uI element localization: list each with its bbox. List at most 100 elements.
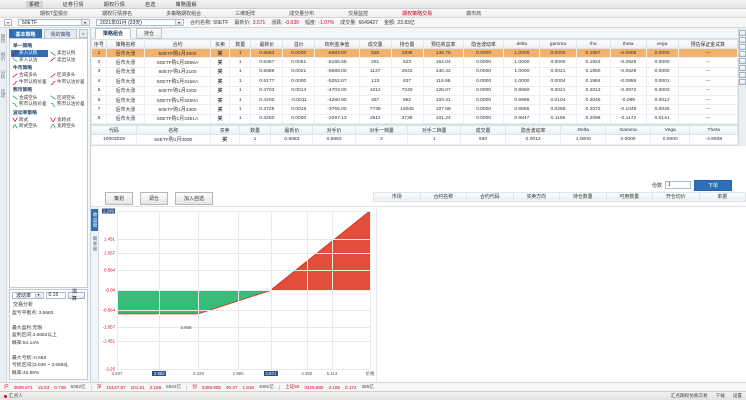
subnav-item-multi-combo[interactable]: 多策略期权组合 [166,10,202,17]
table-row[interactable]: 7 后市大涨 50ETF购1月3300 买 1 0.3725 0.0018 -3755.00 7… [91,104,739,115]
collapse-icon[interactable]: ▾ [4,19,12,26]
tool-icon-7[interactable] [739,72,746,78]
menu-item-option-quote[interactable]: 期权行情 [103,1,126,8]
chart-ytick: -1.057 [102,324,116,330]
td-vega: 0.0045 [645,104,679,115]
tool-icon-2[interactable] [739,37,746,43]
chart-ytick: -2.25 [105,366,116,372]
menu-item-strategy-chart[interactable]: 策略图解 [175,1,197,8]
underlying-select[interactable]: 50ETF ▼ [18,18,90,27]
plan-button[interactable]: 策划 [105,192,134,206]
strategy-item-short-strangle[interactable]: 宽跨空头 [49,123,86,130]
tool-icon-4[interactable] [739,51,746,57]
menu-item-watchlist[interactable]: 自选 [145,1,156,8]
strategy-item-straddle[interactable]: 跨式 [11,117,48,124]
chart-ytick: 0.564 [104,267,116,273]
subnav-item-trade-monitor[interactable]: 交易监控 [348,10,369,17]
th-netvalue: 权利金净值 [314,39,360,49]
menu-item-stock-quote[interactable]: 证券行情 [62,1,84,8]
strategy-item-bull-call-spread[interactable]: 牛市认购价差 [11,79,48,86]
subnav-item-rank[interactable]: 期权行情排名 [102,10,133,17]
strategy-item-buy-call[interactable]: 买入认购 [11,50,48,57]
table-row[interactable]: 8 后市大涨 50ETF购1月3351A 买 1 0.3250 0.0000 -3297.13… [91,113,739,125]
rail-label-2[interactable]: 分析 [1,70,6,80]
table-row[interactable]: 1 后市大涨 50ETF购1月3000 买 1 0.6683 0.0000 -6683.00 5… [91,47,739,59]
tab-positions[interactable]: 持仓 [136,27,163,39]
add-watchlist-button[interactable]: 加入自选 [175,192,214,206]
chevron-down-icon: ▼ [81,19,88,26]
expiry-month-select[interactable]: 2021年01月 (23天) ▼ [96,18,184,27]
menu-item-system[interactable]: 系统 [26,0,43,8]
summary-table-header: 代码 名称 买卖 数量 最新价 对手价 对手一档量 对手二档量 成交量 隐含波动… [91,125,739,136]
strategy-item-bull-put-spread[interactable]: 牛市认沽价差 [49,79,86,86]
tab-strategy-combo[interactable]: 策略组合 [95,27,132,39]
rail-label-1[interactable]: 报价 [1,52,6,62]
td-premium: -0.0011 [282,94,316,106]
analysis-calc-button[interactable]: 测算 [67,289,86,302]
adjust-button[interactable]: 调仓 [140,192,169,206]
td-iv: 0.0000 [462,76,505,87]
strategy-item-buy-put[interactable]: 买入认沽 [11,57,48,64]
td-contract: 50ETF购1月3000 [144,47,212,59]
td-vega: 0.0000 [645,66,679,78]
th-contract: 合约 [144,39,212,49]
strategy-item-range-short[interactable]: 区间空头 [49,94,86,101]
table-row[interactable]: 5 后市大涨 50ETF购1月3200 买 1 0.4703 0.0014 -4703.00 4… [91,85,739,96]
strategy-item-bear-put-spread[interactable]: 熊市认沽价差 [49,101,86,108]
tool-icon-6[interactable] [739,65,746,71]
td-yield: 140.42 [422,66,464,78]
tab-my-strategy[interactable]: 我的策略 [44,29,78,38]
table-row[interactable]: 3 后市大涨 50ETF购1月3100 买 1 0.5689 0.0021 -5689.00 1… [91,66,739,78]
table-row[interactable]: 4 后市大涨 50ETF购1月3156A 买 1 0.5177 0.0000 -5252.67… [91,76,739,87]
th-yield[interactable]: 预估收益率 [422,39,464,49]
tool-icon-3[interactable] [739,44,746,50]
strategy-item-strangle[interactable]: 宽跨式 [49,117,86,124]
tool-icon-5[interactable] [739,58,746,64]
rail-label-0[interactable]: 期权 [1,34,6,44]
analysis-title: 交易分析 [13,302,34,309]
summary-table-row[interactable]: 10003029 50ETF购1月3000 买 1 0.6683 0.6683 … [91,134,739,145]
th-openinterest[interactable]: 持仓量 [390,39,424,49]
chart-xtick[interactable]: 3.671 [263,370,278,376]
td-yield: 101.24 [422,113,464,125]
table-row[interactable]: 6 后市大涨 50ETF购1月3250A 买 1 0.4200 -0.0011 -4260.9… [91,94,739,106]
td-side: 买 [210,57,231,68]
subnav-item-volume-dist[interactable]: 成交量分布 [289,10,315,17]
td-delta: 0.9996 [503,94,541,106]
analysis-mode-select[interactable]: 波动率 ▼ [12,291,44,300]
rail-label-3[interactable]: 选项 [1,88,6,98]
strategy-item-synthetic-long[interactable]: 合成多头 [11,72,48,79]
td-name: 后市大涨 [105,57,146,68]
subnav-item-t-quote[interactable]: 期权T型报价 [40,10,69,17]
td-premium: 0.0000 [282,76,316,87]
subnav-item-market-maker[interactable]: 做市商 [466,10,482,17]
table-row[interactable]: 2 后市大涨 50ETF购1月3056A 买 1 0.6367 0.0051 -6195.55… [91,57,739,68]
tool-icon-1[interactable] [739,30,746,36]
trade-analysis-panel: 波动率 ▼ 0.15 测算 交易分析 盈亏平衡点: 3.6683, 最大盈利:无… [9,288,89,380]
strategy-item-sell-call[interactable]: 卖出认购 [49,50,86,57]
strategy-item-synthetic-short[interactable]: 合成空头 [11,94,48,101]
th-volume[interactable]: 成交量 [358,39,392,49]
analysis-value-input[interactable]: 0.15 [45,291,66,300]
sth-volume: 成交量 [460,125,506,136]
tab-basic-strategy[interactable]: 基本策略 [9,29,43,38]
chart-plot[interactable]: 2.249 1.451 1.057 0.564 -0.00 -0.564 -1.057 -1.… [102,208,374,376]
submit-order-button[interactable]: 下单 [694,179,733,191]
chart-xtick[interactable]: 3.882 [152,370,167,376]
strategy-item-bear-call-spread[interactable]: 熊市认购价差 [11,101,48,108]
strategy-item-short-straddle[interactable]: 跨式空头 [11,123,48,130]
status-download-label[interactable]: 下载 [715,393,725,398]
strategy-item-range-long[interactable]: 区间多头 [49,72,86,79]
subnav-item-strategy-trade[interactable]: 期权策略交易 [402,10,433,17]
td-volume: 261 [358,57,392,68]
qty-input[interactable]: 1 [665,181,691,190]
subnav-item-3d-matrix[interactable]: 三维矩阵 [235,10,256,17]
status-settings-label[interactable]: 设置 [732,393,742,398]
tab-payoff-chart[interactable]: 收益图 [91,208,99,231]
tab-overflow-icon[interactable]: ▸ [79,29,89,38]
tool-icon-8[interactable] [739,79,746,85]
tab-probability-chart[interactable]: 概率图 [93,235,99,252]
strategy-item-sell-put[interactable]: 卖出认沽 [49,57,86,64]
td-contract: 50ETF购1月3300 [144,104,212,115]
th-premium[interactable]: 溢价 [282,39,316,49]
